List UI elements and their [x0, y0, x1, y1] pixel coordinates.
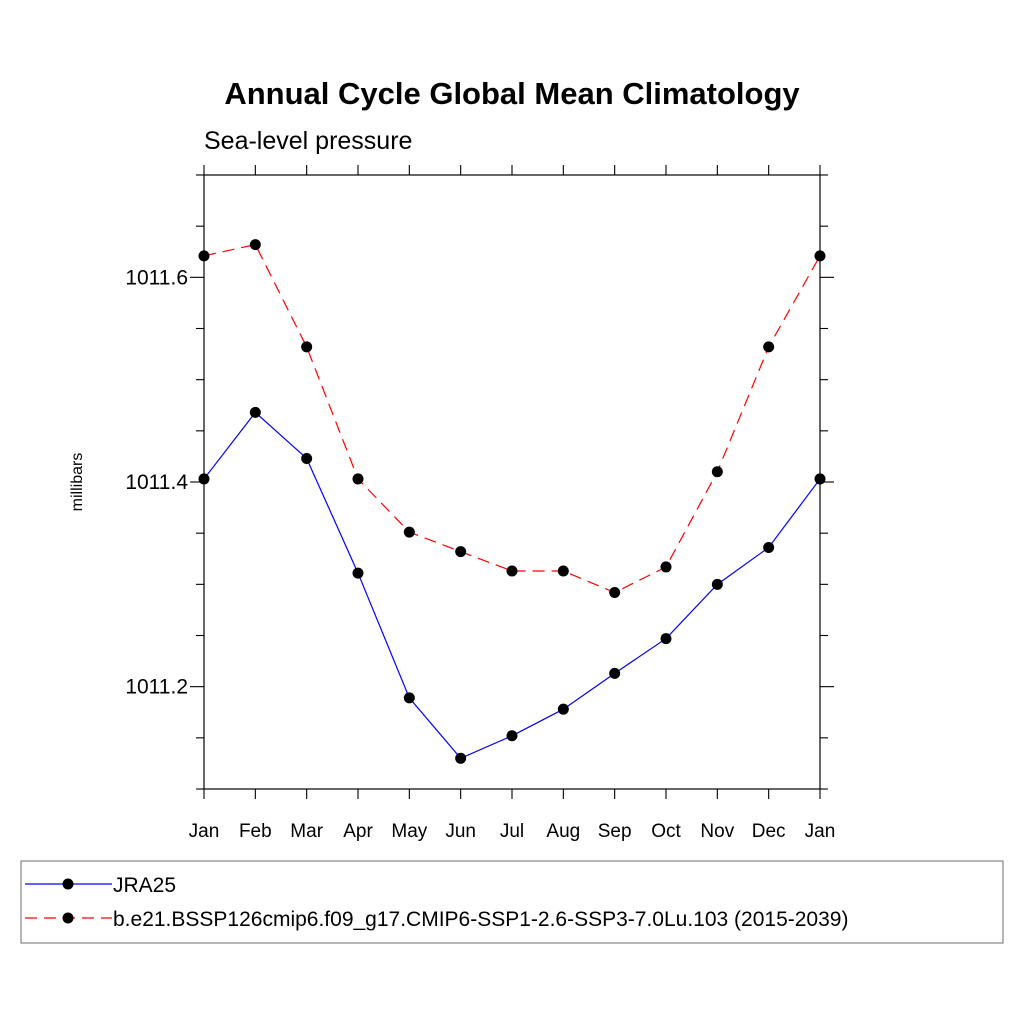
x-tick-label: Jul: [500, 821, 524, 842]
series-1-point: [660, 633, 672, 645]
series-1-point: [249, 406, 261, 418]
legend: JRA25 b.e21.BSSP126cmip6.f09_g17.CMIP6-SS…: [20, 860, 1004, 944]
x-tick-label: Feb: [239, 821, 272, 842]
series-line-1: [203, 411, 821, 760]
x-tick-label: May: [391, 821, 427, 842]
series-1-point: [352, 567, 364, 579]
x-tick-label: Jan: [189, 821, 220, 842]
x-tick-label: Aug: [546, 821, 580, 842]
x-tick-label: Nov: [700, 821, 734, 842]
series-1-point: [455, 752, 467, 764]
x-tick-label: Apr: [343, 821, 373, 842]
series-2-point: [506, 565, 518, 577]
y-tick-label: 1011.6: [125, 266, 188, 289]
x-tick-label: Oct: [651, 821, 681, 842]
legend-label-1: JRA25: [113, 874, 176, 897]
x-tick-label: Sep: [598, 821, 632, 842]
series-2-point: [557, 565, 569, 577]
series-layer: [198, 239, 826, 764]
axis-ticks: [190, 165, 834, 799]
series-2-point: [609, 587, 621, 599]
series-2-point: [814, 250, 826, 262]
series-2-point: [763, 341, 775, 353]
x-tick-labels: Jan Feb Mar Apr May Jun Jul Aug Sep Oct Nov Dec Jan: [189, 821, 836, 842]
y-axis-label: millibars: [69, 453, 86, 512]
x-tick-label: Mar: [290, 821, 323, 842]
series-2-point: [455, 546, 467, 558]
series-2-point: [403, 526, 415, 538]
series-1-point: [301, 452, 313, 464]
series-2-point: [352, 473, 364, 485]
y-tick-label: 1011.2: [125, 676, 188, 699]
series-line-2: [203, 243, 821, 594]
x-tick-label: Jan: [805, 821, 836, 842]
y-tick-labels: 1011.2 1011.4 1011.6: [125, 266, 188, 698]
chart-title: Annual Cycle Global Mean Climatology: [224, 76, 800, 111]
plot-frame: [203, 174, 821, 790]
legend-marker-2: [62, 912, 74, 924]
legend-marker-1: [62, 878, 74, 890]
series-2-point: [249, 239, 261, 251]
x-tick-label: Dec: [752, 821, 786, 842]
series-1-point: [403, 692, 415, 704]
series-1-point: [609, 667, 621, 679]
series-1-point: [198, 473, 210, 485]
legend-label-2: b.e21.BSSP126cmip6.f09_g17.CMIP6-SSP1-2.…: [113, 908, 848, 931]
y-tick-label: 1011.4: [125, 471, 188, 494]
series-2-point: [301, 341, 313, 353]
series-2-point: [660, 561, 672, 573]
series-1-point: [814, 473, 826, 485]
chart-subtitle: Sea-level pressure: [204, 127, 412, 155]
legend-box: [20, 860, 1004, 944]
series-1-point: [506, 730, 518, 742]
x-tick-label: Jun: [445, 821, 476, 842]
series-1-point: [763, 541, 775, 553]
series-1-point: [557, 703, 569, 715]
series-2-point: [711, 466, 723, 478]
series-1-point: [711, 578, 723, 590]
series-2-point: [198, 250, 210, 262]
